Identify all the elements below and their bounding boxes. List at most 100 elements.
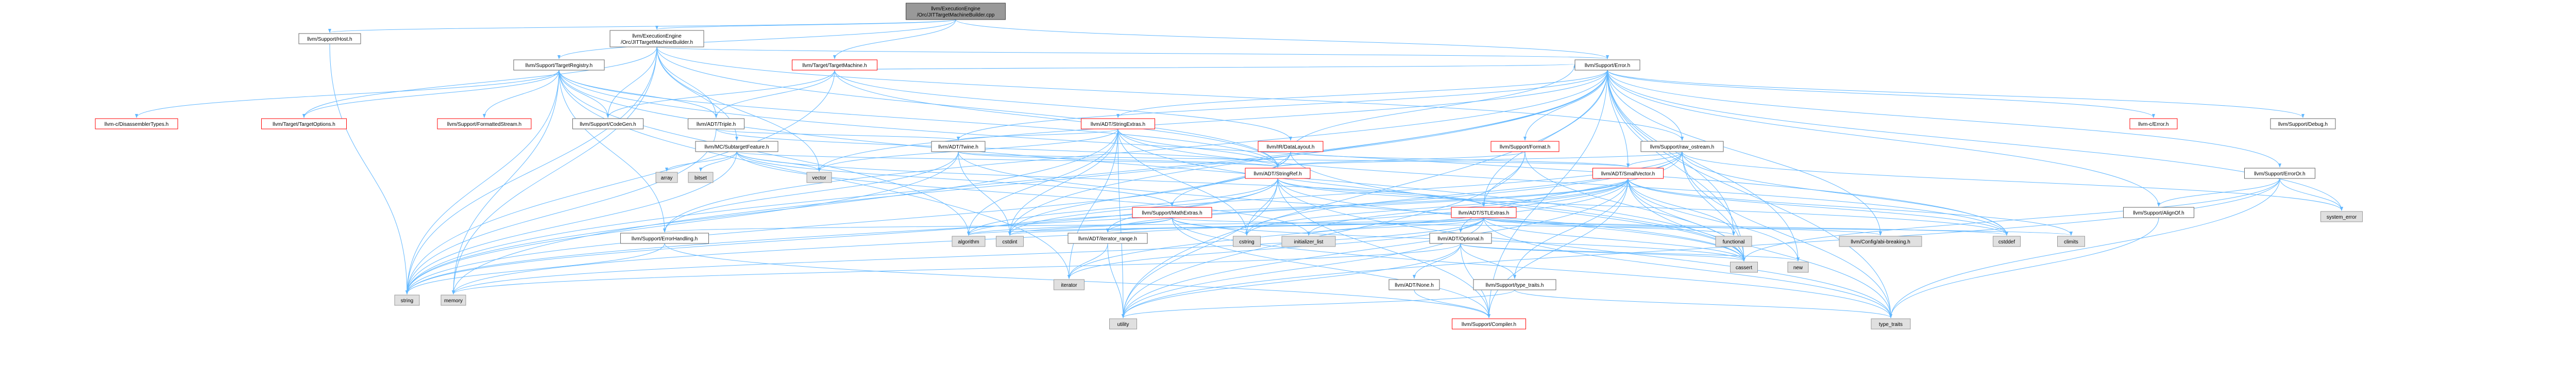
node-label: vector — [812, 175, 826, 181]
node-label: system_error — [2327, 215, 2357, 220]
edge-string-extras-to-twine — [957, 128, 1118, 141]
edge-root-to-error-h — [955, 19, 1609, 59]
node-label: type_traits — [1879, 322, 1903, 328]
node-box — [95, 118, 178, 129]
node-box — [1109, 318, 1137, 330]
graph-node-data-layout[interactable]: llvm/IR/DataLayout.h — [1258, 141, 1324, 152]
node-label: llvm/Target/TargetOptions.h — [273, 122, 335, 127]
node-box — [1839, 236, 1922, 247]
edge-math-extras-to-compiler-h — [1172, 217, 1490, 318]
node-box — [2270, 118, 2336, 129]
graph-node-iterator-range[interactable]: llvm/ADT/iterator_range.h — [1067, 233, 1148, 244]
node-box — [1132, 207, 1212, 218]
graph-node-root[interactable]: llvm/ExecutionEngine/Orc/JITTargetMachin… — [906, 3, 1006, 20]
node-box — [1787, 261, 1809, 273]
edge-stl-extras-to-std-type-traits — [1483, 217, 1892, 318]
graph-node-c-disassembler[interactable]: llvm-c/DisassemblerTypes.h — [95, 118, 178, 129]
graph-node-error-handling[interactable]: llvm/Support/ErrorHandling.h — [620, 233, 709, 244]
graph-node-align-of[interactable]: llvm/Support/AlignOf.h — [2123, 207, 2194, 218]
edge-string-extras-to-std-utility — [1117, 128, 1125, 318]
edge-error-h-to-small-vector — [1607, 70, 1630, 168]
graph-node-error-h[interactable]: llvm/Support/Error.h — [1574, 59, 1640, 71]
node-label: llvm/Support/CodeGen.h — [580, 122, 636, 127]
graph-node-codegen[interactable]: llvm/Support/CodeGen.h — [572, 118, 643, 129]
edge-raw-ostream-to-std-type-traits — [1682, 151, 1892, 318]
edge-stl-extras-to-std-functional — [1483, 217, 1735, 236]
edge-error-h-to-c-error — [1607, 70, 2155, 118]
node-label: llvm/Support/Compiler.h — [1462, 322, 1516, 328]
graph-node-type-traits-h[interactable]: llvm/Support/type_traits.h — [1473, 279, 1556, 290]
graph-node-adt-none[interactable]: llvm/ADT/None.h — [1388, 279, 1440, 290]
edge-string-ref-to-stl-extras — [1277, 178, 1485, 207]
node-box — [620, 233, 709, 244]
edge-data-layout-to-error-h — [1290, 63, 1577, 152]
graph-node-jtmb-h[interactable]: llvm/ExecutionEngine/Orc/JITTargetMachin… — [609, 30, 704, 47]
edge-string-ref-to-std-utility — [1122, 178, 1278, 318]
edge-stl-extras-to-std-iterator — [1067, 217, 1484, 279]
graph-node-small-vector[interactable]: llvm/ADT/SmallVector.h — [1592, 168, 1664, 179]
graph-node-c-error[interactable]: llvm-c/Error.h — [2129, 118, 2178, 129]
node-box — [1574, 59, 1640, 71]
graph-node-triple[interactable]: llvm/ADT/Triple.h — [688, 118, 744, 129]
graph-node-compiler-h[interactable]: llvm/Support/Compiler.h — [1452, 318, 1526, 330]
edge-small-vector-to-std-new — [1628, 178, 1800, 261]
edge-root-to-target-machine — [833, 19, 956, 59]
graph-node-string-ref[interactable]: llvm/ADT/StringRef.h — [1245, 168, 1311, 179]
edge-error-h-to-std-system-error — [1607, 70, 2343, 211]
edge-twine-to-small-vector — [958, 151, 1630, 168]
edge-jtmb-h-to-target-options — [302, 46, 657, 118]
graph-node-raw-ostream[interactable]: llvm/Support/raw_ostream.h — [1640, 141, 1724, 152]
graph-node-stl-extras[interactable]: llvm/ADT/STLExtras.h — [1451, 207, 1517, 218]
edge-stl-extras-to-std-cstddef — [1483, 217, 2008, 236]
edge-twine-to-error-handling — [663, 151, 959, 233]
edge-raw-ostream-to-small-vector — [1626, 151, 1683, 168]
edge-error-h-to-std-utility — [1122, 70, 1608, 318]
node-label: cstddef — [1998, 239, 2015, 245]
graph-node-target-options[interactable]: llvm/Target/TargetOptions.h — [261, 118, 347, 129]
graph-node-std-cstdint: cstdint — [996, 236, 1024, 247]
edge-math-extras-to-std-cstdint — [1008, 217, 1173, 236]
graph-node-formatted-stream[interactable]: llvm/Support/FormattedStream.h — [437, 118, 532, 129]
edge-string-extras-to-std-cstdint — [1008, 128, 1118, 236]
graph-node-mc-subtarget[interactable]: llvm/MC/SubtargetFeature.h — [695, 141, 778, 152]
node-box — [261, 118, 347, 129]
graph-node-math-extras[interactable]: llvm/Support/MathExtras.h — [1132, 207, 1212, 218]
graph-node-host-h[interactable]: llvm/Support/Host.h — [298, 33, 361, 44]
graph-node-string-extras[interactable]: llvm/ADT/StringExtras.h — [1081, 118, 1155, 129]
graph-node-twine[interactable]: llvm/ADT/Twine.h — [931, 141, 986, 152]
edge-mc-subtarget-to-std-bitset — [699, 151, 737, 172]
graph-node-support-debug[interactable]: llvm/Support/Debug.h — [2270, 118, 2336, 129]
edge-raw-ostream-to-std-cstring — [1245, 151, 1683, 236]
edge-target-machine-to-std-string — [405, 70, 835, 295]
node-label: functional — [1723, 239, 1745, 245]
node-label: new — [1793, 265, 1803, 271]
node-label: llvm/Support/ErrorOr.h — [2254, 171, 2305, 177]
node-label: llvm/ADT/STLExtras.h — [1459, 210, 1509, 216]
node-label: /Orc/JITTargetMachineBuilder.h — [621, 40, 693, 45]
edge-error-or-to-align-of — [2157, 178, 2280, 207]
edge-small-vector-to-std-functional — [1628, 178, 1735, 236]
edge-jtmb-h-to-codegen — [606, 46, 657, 118]
edge-jtmb-h-to-raw-ostream — [656, 46, 1684, 141]
edge-error-or-to-std-type-traits — [1889, 178, 2280, 318]
graph-node-target-machine[interactable]: llvm/Target/TargetMachine.h — [792, 59, 877, 71]
node-label: string — [401, 298, 413, 304]
node-label: llvm-c/Error.h — [2139, 122, 2169, 127]
edge-twine-to-string-ref — [958, 151, 1279, 168]
graph-node-optional[interactable]: llvm/ADT/Optional.h — [1429, 233, 1492, 244]
edge-optional-to-std-new — [1460, 243, 1800, 261]
edge-small-vector-to-iterator-range — [1106, 178, 1629, 233]
graph-node-target-registry[interactable]: llvm/Support/TargetRegistry.h — [513, 59, 605, 71]
node-label: llvm-c/DisassemblerTypes.h — [105, 122, 168, 127]
graph-node-support-format[interactable]: llvm/Support/Format.h — [1490, 141, 1560, 152]
graph-node-error-or[interactable]: llvm/Support/ErrorOr.h — [2244, 168, 2315, 179]
node-label: cassert — [1736, 265, 1752, 271]
edge-math-extras-to-std-climits — [1172, 217, 2073, 236]
node-label: initializer_list — [1294, 239, 1324, 245]
node-label: llvm/Support/ErrorHandling.h — [632, 236, 698, 242]
edge-support-format-to-string-ref — [1276, 151, 1526, 168]
edge-error-h-to-std-string — [405, 70, 1608, 295]
node-label: llvm/ADT/Optional.h — [1438, 236, 1484, 242]
edge-mc-subtarget-to-std-string — [405, 151, 737, 295]
